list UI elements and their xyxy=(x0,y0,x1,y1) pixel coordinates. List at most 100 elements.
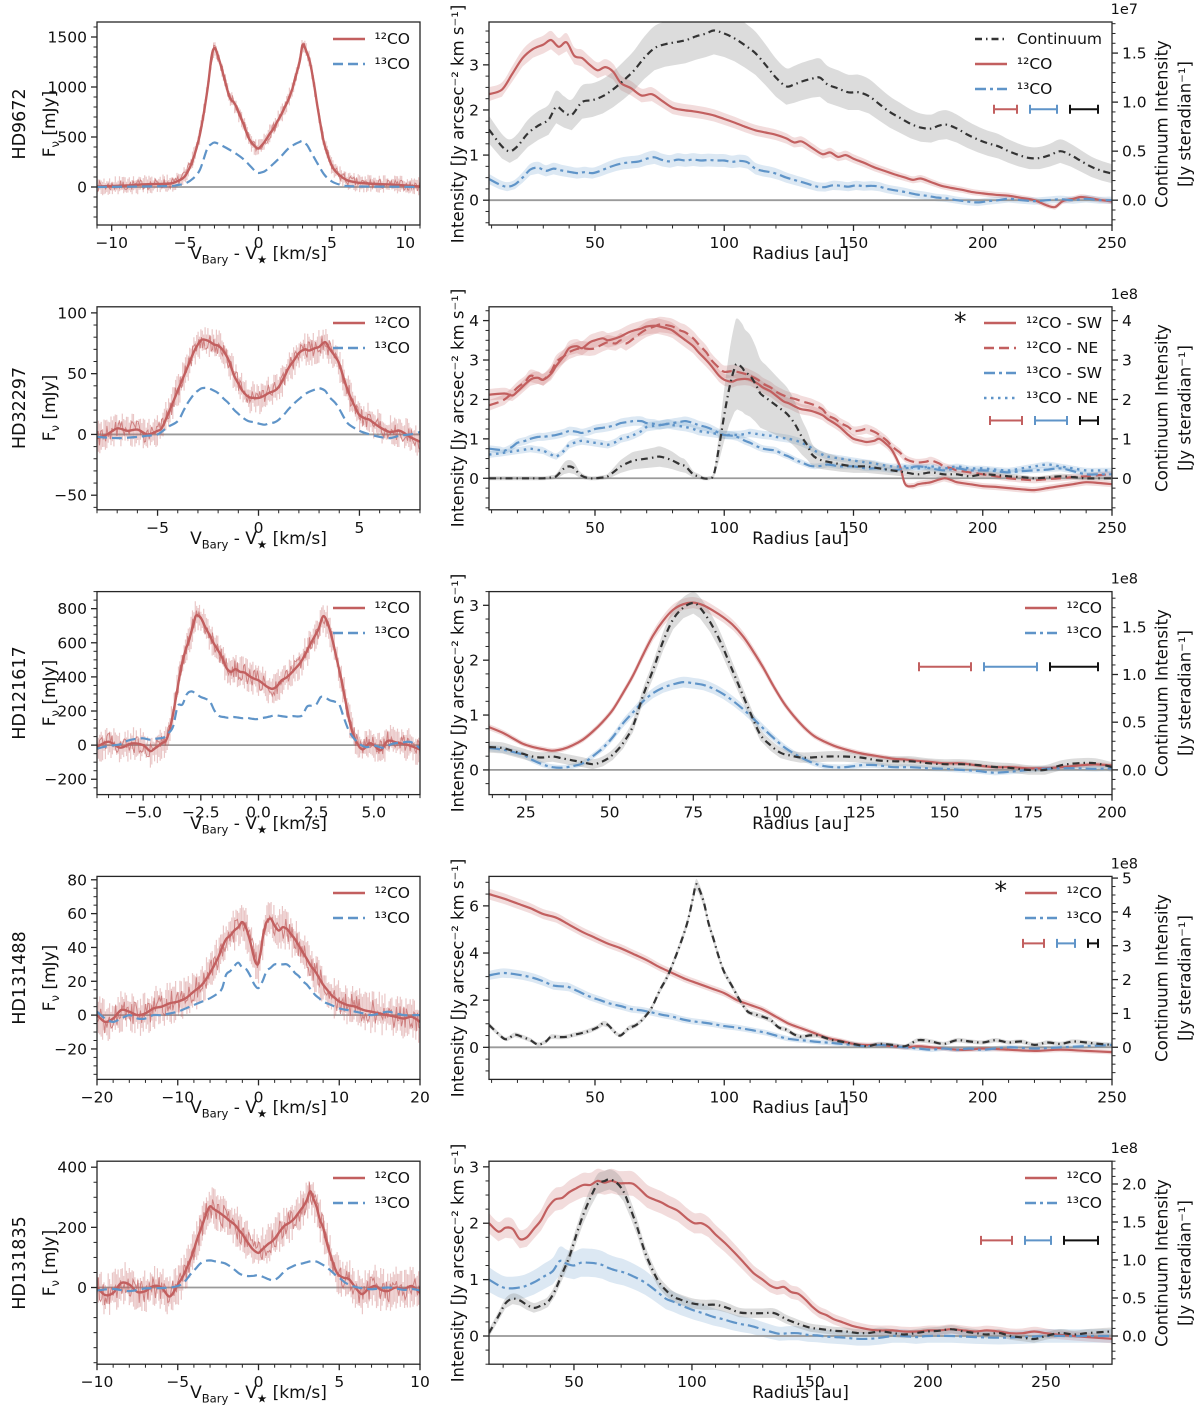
x-tick-label: −10 xyxy=(95,234,128,252)
hd121617-spectrum-legend: ¹²CO ¹³CO xyxy=(331,596,410,646)
hd9672-profile-right-ylabel-1: Continuum Intensity xyxy=(1152,39,1172,208)
series-12CO xyxy=(489,893,1112,1054)
legend-line-sample xyxy=(983,372,1016,375)
x-tick-label: 150 xyxy=(839,519,869,537)
y-tick-label: 4 xyxy=(469,945,479,963)
hd9672-spectrum-plot-area xyxy=(97,40,420,196)
hd9672-profile-plot-area xyxy=(489,22,1112,210)
hd131488-profile-ylabel: Intensity [Jy arcsec⁻² km s⁻¹] xyxy=(448,858,468,1098)
legend-line-sample xyxy=(1024,891,1057,895)
legend-item: ¹³CO xyxy=(331,621,410,646)
legend-label: ¹³CO xyxy=(1066,908,1102,927)
hd32297-profile-ylabel: Intensity [Jy arcsec⁻² km s⁻¹] xyxy=(448,288,468,528)
legend-label: ¹²CO xyxy=(1066,1168,1102,1187)
right-y-tick-label: 0.5 xyxy=(1122,714,1147,732)
hd131488-spectrum-plot-area xyxy=(97,902,420,1043)
right-y-tick-label: 1 xyxy=(1122,1005,1132,1023)
beam-size-bar xyxy=(1063,1235,1099,1245)
x-tick-label: 50 xyxy=(600,804,620,822)
series-12CO xyxy=(97,917,420,1024)
legend-label: ¹²CO xyxy=(374,29,410,48)
hd9672-spectrum-ylabel: Fν [mJy] xyxy=(39,90,63,157)
hd121617-profile-ylabel: Intensity [Jy arcsec⁻² km s⁻¹] xyxy=(448,573,468,813)
asterisk-marker: * xyxy=(994,876,1008,906)
legend-line-sample xyxy=(974,62,1007,65)
legend-label: ¹²CO xyxy=(1066,883,1102,902)
x-tick-label: 150 xyxy=(839,234,869,252)
y-tick-label: 500 xyxy=(57,129,87,147)
right-y-tick-label: 4 xyxy=(1122,312,1132,330)
legend-line-sample xyxy=(332,631,365,635)
legend-label: ¹²CO xyxy=(374,599,410,618)
row-source-label: HD9672 xyxy=(10,87,30,160)
hd32297-spectrum-ylabel: Fν [mJy] xyxy=(39,375,63,442)
hd131835-profile-right-ylabel-2: [Jy steradian⁻¹] xyxy=(1175,1199,1195,1326)
y-tick-label: 1000 xyxy=(48,79,87,97)
x-tick-label: 10 xyxy=(329,1088,349,1106)
x-tick-label: 5 xyxy=(327,234,337,252)
y-tick-label: 400 xyxy=(57,668,87,686)
y-tick-label: −200 xyxy=(44,771,87,789)
legend-line-sample xyxy=(332,606,365,610)
x-tick-label: 150 xyxy=(795,1373,825,1391)
hd121617-spectrum-ylabel: Fν [mJy] xyxy=(39,659,63,727)
y-tick-label: 3 xyxy=(469,56,479,74)
axis-offset-label: 1e8 xyxy=(1111,572,1138,588)
series-12CO xyxy=(489,38,1112,209)
x-tick-label: 0 xyxy=(254,1373,264,1391)
right-y-tick-label: 0 xyxy=(1122,470,1132,488)
y-tick-label: 2 xyxy=(469,992,479,1010)
right-y-tick-label: 0 xyxy=(1122,1039,1132,1057)
series-Continuum xyxy=(489,29,1112,175)
y-tick-label: 2 xyxy=(469,1215,479,1233)
y-tick-label: 80 xyxy=(67,871,87,889)
x-tick-label: −5.0 xyxy=(124,804,162,822)
y-tick-label: 200 xyxy=(57,703,87,721)
x-tick-label: 250 xyxy=(1097,1088,1127,1106)
legend-label: ¹²CO xyxy=(374,314,410,333)
hd9672-profile-right-ylabel-2: [Jy steradian⁻¹] xyxy=(1175,60,1195,187)
legend-item: * ¹²CO xyxy=(995,876,1102,905)
series-12CO-NE xyxy=(489,323,1112,482)
legend-item: ¹²CO xyxy=(331,1165,410,1190)
x-tick-label: 100 xyxy=(762,804,792,822)
legend-label: ¹³CO xyxy=(374,54,410,73)
right-y-tick-label: 1.0 xyxy=(1122,1252,1147,1270)
legend-label: ¹³CO xyxy=(1016,79,1053,98)
y-tick-label: 0 xyxy=(77,1007,87,1025)
right-y-tick-label: 1.0 xyxy=(1122,94,1147,112)
series-12CO xyxy=(489,1179,1112,1340)
beam-size-bar xyxy=(980,1235,1013,1245)
series-12CO xyxy=(97,338,420,443)
y-tick-label: 2 xyxy=(469,391,479,409)
x-tick-label: 50 xyxy=(564,1373,584,1391)
legend-label: ¹³CO xyxy=(1066,1193,1102,1212)
y-tick-label: 2 xyxy=(469,652,479,670)
hd131835-spectrum-ylabel: Fν [mJy] xyxy=(39,1229,63,1296)
legend-line-sample xyxy=(983,397,1016,400)
x-tick-label: 0 xyxy=(254,519,264,537)
legend-label: ¹²CO xyxy=(1066,599,1102,618)
hd9672-profile-ylabel: Intensity [Jy arcsec⁻² km s⁻¹] xyxy=(448,4,468,243)
axis-offset-label: 1e8 xyxy=(1111,287,1138,303)
legend-label: ¹²CO - SW xyxy=(1025,314,1102,333)
series-Continuum xyxy=(489,362,1112,480)
legend-item: ¹³CO - SW xyxy=(982,361,1102,386)
hd32297-profile-legend: * ¹²CO - SW ¹²CO - NE ¹³CO - SW ¹³CO - NE xyxy=(954,307,1102,411)
right-y-tick-label: 5 xyxy=(1122,870,1132,888)
x-tick-label: 50 xyxy=(585,519,605,537)
series-13CO xyxy=(97,961,420,1024)
row-source-label: HD121617 xyxy=(10,646,30,740)
right-y-tick-label: 0.0 xyxy=(1122,761,1147,779)
legend-item: ¹²CO xyxy=(973,51,1052,76)
hd131835-profile-ylabel: Intensity [Jy arcsec⁻² km s⁻¹] xyxy=(448,1143,468,1382)
y-tick-label: 400 xyxy=(57,1159,87,1177)
x-tick-label: 0 xyxy=(254,234,264,252)
x-tick-label: 250 xyxy=(1031,1373,1061,1391)
x-tick-label: −2.5 xyxy=(182,804,220,822)
x-tick-label: 5.0 xyxy=(362,804,387,822)
hd131488-profile-frame xyxy=(488,875,1113,1081)
hd131835-profile-xlabel: Radius [au] xyxy=(752,1383,849,1404)
hd121617-spectrum-plot-area xyxy=(97,601,420,768)
y-tick-label: 1 xyxy=(469,1271,479,1289)
